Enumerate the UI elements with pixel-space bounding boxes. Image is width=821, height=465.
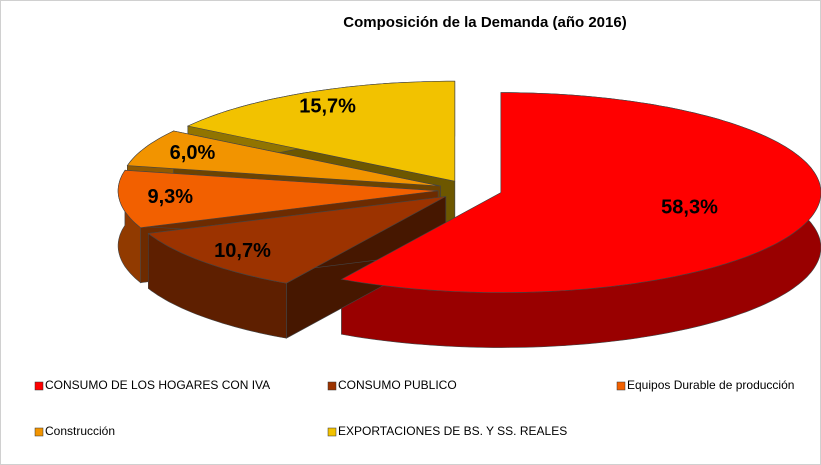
data-label: 10,7% [214, 240, 271, 262]
legend-swatch [327, 427, 337, 437]
legend-swatch [34, 427, 44, 437]
data-label: 6,0% [170, 142, 216, 164]
data-label: 9,3% [147, 186, 193, 208]
pie [117, 80, 821, 348]
legend-label: Equipos Durable de producción [627, 378, 794, 392]
legend-swatch [327, 381, 337, 391]
slice [147, 196, 446, 284]
data-label: 58,3% [661, 197, 718, 219]
legend-label: CONSUMO PUBLICO [338, 378, 457, 392]
legend-label: CONSUMO DE LOS HOGARES CON IVA [45, 378, 270, 392]
slice [126, 130, 441, 187]
legend-swatch [616, 381, 626, 391]
data-label: 15,7% [299, 95, 356, 117]
legend-label: EXPORTACIONES DE BS. Y SS. REALES [338, 424, 567, 438]
legend-label: Construcción [45, 424, 115, 438]
slice [117, 169, 439, 229]
slice [340, 92, 821, 293]
legend-swatch [34, 381, 44, 391]
chart-title: Composición de la Demanda (año 2016) [343, 14, 626, 31]
slice [186, 80, 456, 182]
